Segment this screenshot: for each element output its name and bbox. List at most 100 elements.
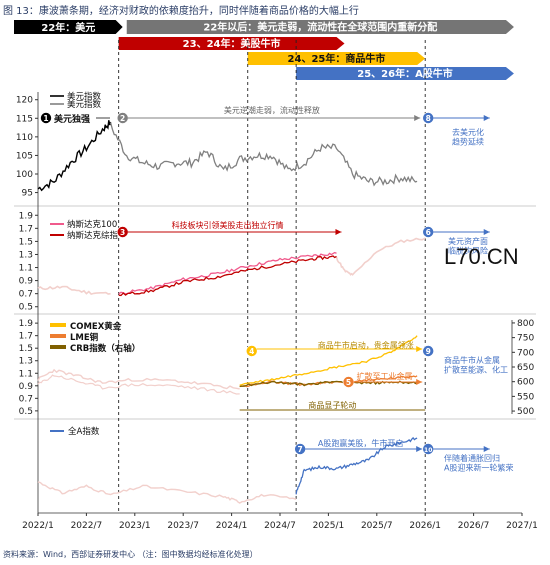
ytick-label-c-1.3: 1.3 [19,357,33,367]
xtick-label-2027-1: 2027/1 [506,521,538,531]
badge-2-num: 2 [120,114,125,123]
badge-3-num: 3 [120,228,125,237]
phase-bar-us-stock-label: 23、24年：美股牛市 [183,37,281,50]
ytick-label-120: 120 [16,96,33,106]
phase-bar-us-stock [118,37,345,50]
legend-label-nasdaq-0: 纳斯达克100 [67,219,117,230]
annotation-6-arrow-head [483,229,490,235]
xtick-label-2024-1: 2024/1 [216,521,248,531]
annotation-10: 伴随着通胀回归 A股迎来新一轮繁荣 [444,453,513,473]
y2tick-label-750: 750 [517,334,534,344]
ytick-label-n-0.7: 0.7 [19,290,33,300]
annotation-10-arrow-head [483,446,490,452]
ytick-label-110: 110 [16,133,33,143]
annotation-8-arrow-head [483,115,490,121]
faint-trace-ashare [37,481,297,504]
badge-9-num: 9 [426,347,431,356]
badge-4-num: 4 [249,347,254,356]
y2tick-label-800: 800 [517,319,534,329]
annotation-5-arrow-head [416,379,423,385]
xtick-label-2025-7: 2025/7 [361,521,393,531]
badge-6-num: 6 [426,228,431,237]
phase-bar-dollar [14,20,123,34]
phase-bar-commodity [247,52,426,65]
xtick-label-2026-1: 2026/1 [409,521,441,531]
badge-9 [422,345,435,357]
xtick-label-2023-1: 2023/1 [119,521,151,531]
xtick-label-2024-7: 2024/7 [264,521,296,531]
xtick-label-2026-7: 2026/7 [458,521,490,531]
legend-label-dollar-0: 美元指数 [67,91,102,102]
xtick-label-2025-1: 2025/1 [313,521,345,531]
series-line-commodity-0 [239,335,418,386]
badge-1-num: 1 [43,114,48,123]
legend-label-commodity-0: COMEX黄金 [70,321,122,332]
y2tick-label-600: 600 [517,378,534,388]
faint-trace-commodity-1 [37,368,240,390]
annotation-rotation: 商品显子轮动 [308,400,356,410]
series-line-nasdaq-1 [118,255,337,297]
y2tick-label-550: 550 [517,392,534,402]
phase-bar-a-share [296,67,514,80]
legend-label-dollar-1: 美元指数 [67,99,102,110]
badge-7-num: 7 [298,445,303,454]
legend-swatch-commodity-1 [50,334,66,338]
faint-trace-nasdaq-pre [37,285,111,295]
ytick-label-n-1.7: 1.7 [19,224,33,234]
annotation-6: 美元资产面临脱钩风险 [448,236,488,256]
badge-10-num: 10 [424,447,432,454]
badge-1 [40,112,52,124]
phase-bar-commodity-label: 24、25年：商品牛市 [288,52,386,65]
xtick-label-2022-7: 2022/7 [71,521,103,531]
xtick-label-2022-1: 2022/1 [22,521,54,531]
ytick-label-n-1.9: 1.9 [19,211,34,221]
series-line-nasdaq-0 [118,251,337,295]
ytick-label-n-1.5: 1.5 [19,237,33,247]
ytick-label-95: 95 [22,189,33,199]
phase-bar-weak-dollar-label: 22年以后：美元走弱，流动性在全球范围内重新分配 [203,21,437,34]
annotation-3: 科技板块引领美股走出独立行情 [172,220,284,230]
badge-4 [245,345,258,357]
series-line-dollar-1 [109,122,418,187]
legend-label-ashare: 全A指数 [68,426,100,437]
annotation-2: 美元逆潮走弱，流动性释放 [224,105,320,115]
ytick-label-n-1.1: 1.1 [19,264,33,274]
annotation-3-arrow-head [335,229,342,235]
phase-bar-a-share-label: 25、26年：A股牛市 [357,67,453,80]
series-line-commodity-2 [239,380,418,388]
y2tick-label-650: 650 [517,363,534,373]
ytick-label-105: 105 [16,151,33,161]
ytick-label-c-1.9: 1.9 [19,319,34,329]
watermark: L70.CN [444,244,519,269]
xtick-label-2023-7: 2023/7 [167,521,199,531]
ytick-label-115: 115 [16,114,33,124]
badge-8-num: 8 [426,114,431,123]
source-note: 资料来源：Wind，西部证券研发中心 （注：图中数据均经标准化处理） [3,550,258,559]
ytick-label-c-0.5: 0.5 [19,407,33,417]
phase-bar-weak-dollar [126,20,514,34]
ytick-label-c-0.7: 0.7 [19,394,33,404]
ytick-label-c-1.5: 1.5 [19,344,33,354]
annotation-9: 商品牛市从金属扩散至能源、化工 [444,355,508,375]
annotation-1: 美元独强 [54,113,90,125]
phase-bar-dollar-label: 22年：美元 [41,21,95,34]
series-line-dollar-0 [37,120,112,192]
ytick-label-c-0.9: 0.9 [19,382,34,392]
y2tick-label-700: 700 [517,348,534,358]
legend-swatch-commodity-2 [50,345,66,349]
legend-label-commodity-2: CRB指数（右轴） [70,343,140,354]
ytick-label-n-0.9: 0.9 [19,277,34,287]
annotation-5: 扩散至工业金属 [357,371,413,381]
series-line-ashare [295,436,418,495]
legend-swatch-commodity-0 [50,323,66,327]
annotation-8: 去美元化趋势延续 [452,127,484,147]
annotation-4-arrow-head [416,346,423,352]
annotation-4: 商品牛市启动，贵金属领涨 [318,340,414,350]
annotation-7-arrow-head [416,446,423,452]
ytick-label-n-0.5: 0.5 [19,303,33,313]
faint-trace-commodity-2 [37,374,240,395]
ytick-label-c-1.1: 1.1 [19,369,33,379]
annotation-2-arrow-head [414,115,421,121]
faint-trace-nasdaq-post [335,237,426,276]
